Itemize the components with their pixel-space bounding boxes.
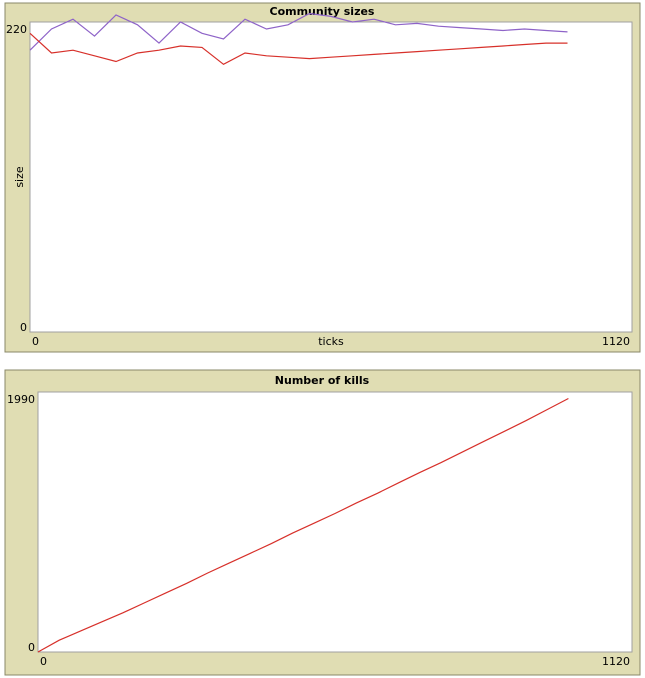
y-tick-label: 220 [6, 23, 27, 36]
x-axis-label: ticks [318, 335, 344, 348]
x-tick-label: 0 [32, 335, 39, 348]
x-tick-label: 1120 [602, 655, 630, 668]
chart-title: Community sizes [270, 5, 375, 18]
plot-area [37, 391, 633, 653]
y-tick-label: 0 [20, 321, 27, 334]
chart-title: Number of kills [275, 374, 370, 387]
data-line [29, 12, 568, 51]
x-tick-label: 0 [40, 655, 47, 668]
y-tick-label: 0 [28, 641, 35, 654]
data-line [37, 397, 569, 653]
y-axis-label: size [13, 166, 26, 188]
x-tick-label: 1120 [602, 335, 630, 348]
y-tick-label: 1990 [7, 393, 35, 406]
data-line [29, 32, 568, 66]
plot-area [29, 21, 633, 333]
